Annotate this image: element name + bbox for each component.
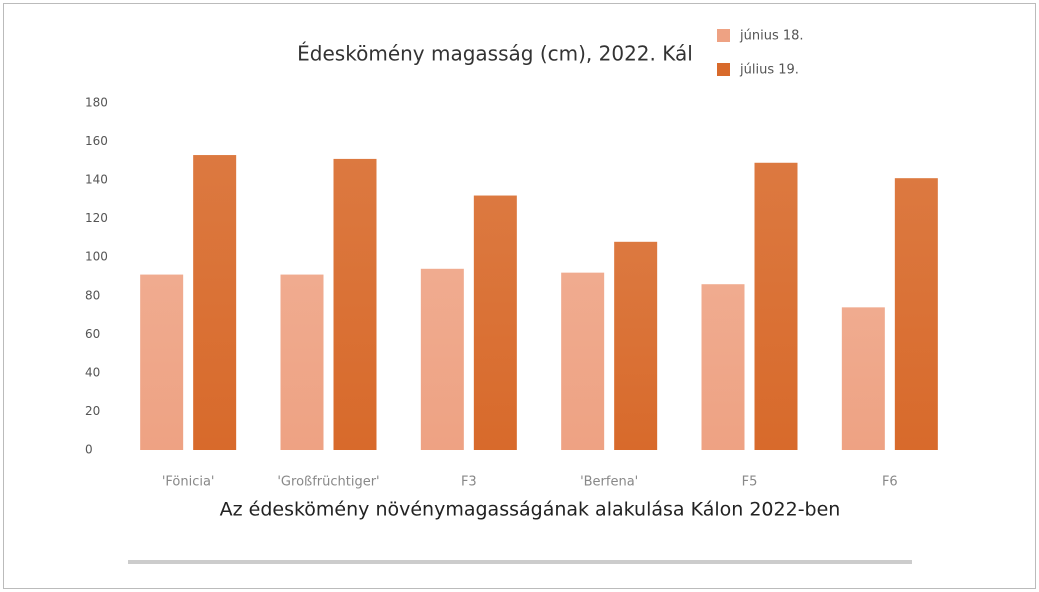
bar [754, 162, 798, 450]
bar [473, 195, 517, 450]
chart-title: Édeskömény magasság (cm), 2022. Kál [297, 42, 693, 66]
y-tick-label: 60 [85, 327, 100, 341]
bar [701, 284, 745, 450]
bar [841, 307, 885, 450]
y-tick-label: 180 [85, 96, 108, 110]
bar [280, 274, 324, 450]
bar [894, 178, 938, 450]
bar [193, 155, 237, 451]
legend-label: június 18. [739, 29, 804, 44]
caption: Az édeskömény növénymagasságának alakulá… [220, 499, 841, 521]
x-tick-label: 'Fönicia' [162, 475, 215, 490]
bar [420, 268, 464, 450]
bar [333, 158, 377, 450]
y-tick-label: 0 [85, 443, 93, 457]
legend-label: július 19. [739, 63, 799, 78]
x-tick-label: F6 [882, 475, 898, 490]
legend-swatch [717, 29, 730, 42]
y-tick-label: 160 [85, 134, 108, 148]
x-tick-label: F3 [461, 475, 477, 490]
bar [614, 241, 658, 450]
y-tick-label: 140 [85, 173, 108, 187]
y-tick-label: 100 [85, 250, 108, 264]
bar [140, 274, 184, 450]
legend-swatch [717, 63, 730, 76]
y-tick-label: 120 [85, 211, 108, 225]
y-tick-label: 20 [85, 404, 100, 418]
x-tick-label: 'Großfrüchtiger' [277, 475, 379, 490]
y-tick-label: 40 [85, 365, 100, 379]
x-tick-label: F5 [742, 475, 758, 490]
y-tick-label: 80 [85, 288, 100, 302]
bar [561, 272, 605, 450]
x-tick-label: 'Berfena' [580, 475, 638, 490]
